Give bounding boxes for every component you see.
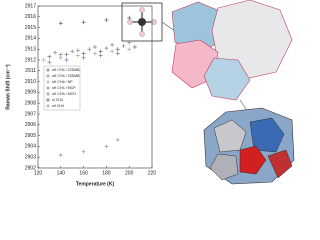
point [81, 55, 86, 60]
cage-blue [249, 117, 285, 153]
hydrogen-atom [139, 31, 145, 37]
point [64, 58, 69, 62]
y-tick-label: 2904 [25, 144, 36, 150]
legend-marker [46, 104, 50, 108]
x-tick-label: 140 [57, 170, 66, 176]
point [41, 58, 46, 62]
point [81, 20, 86, 25]
y-tick-label: 2905 [25, 133, 36, 139]
point [98, 49, 103, 54]
x-tick-label: 120 [34, 170, 43, 176]
point [47, 60, 52, 65]
structure-illustrations [121, 0, 295, 185]
y-tick-label: 2913 [25, 47, 36, 53]
legend: sH CH4 / 22DMB sH CH4 / 23DMB sH CH4 / NP s… [43, 65, 81, 111]
legend-label: sH CH4 / NP [52, 80, 73, 84]
point [58, 153, 63, 158]
cage-red [239, 145, 267, 175]
y-tick-label: 2903 [25, 155, 36, 161]
hydrogen-atom [139, 7, 145, 13]
legend-label: sH CH4 / 23DMB [52, 74, 80, 78]
point [98, 53, 103, 58]
point [127, 15, 132, 20]
point [64, 52, 69, 57]
point [115, 51, 120, 56]
point [104, 18, 109, 23]
point [115, 137, 120, 142]
point [104, 46, 109, 51]
point [115, 47, 120, 52]
y-tick-label: 2912 [25, 57, 36, 63]
y-tick-label: 2908 [25, 101, 36, 107]
hydrogen-atom [127, 19, 133, 25]
point [58, 52, 63, 57]
point [93, 45, 97, 50]
point [58, 21, 63, 26]
y-tick-label: 2906 [25, 122, 36, 128]
hydrogen-atom [151, 19, 157, 25]
legend-label: sH CH4 / MCP [52, 86, 76, 90]
point [127, 40, 132, 45]
point [110, 42, 115, 47]
legend-label: sH CH4 / MCH [52, 92, 76, 96]
legend-marker [46, 86, 50, 90]
legend-marker [46, 68, 50, 72]
plot-frame [37, 5, 153, 169]
point [75, 48, 80, 53]
x-tick-label: 180 [102, 170, 111, 176]
cage-blue [203, 57, 251, 101]
point [47, 54, 52, 59]
legend-label: sII CH4 [52, 104, 64, 108]
y-tick-label: 2910 [25, 79, 36, 85]
cage-grey [213, 119, 247, 153]
point [127, 47, 132, 52]
y-tick-label: 2915 [25, 25, 36, 31]
y-tick-label: 2909 [25, 90, 36, 96]
y-axis-label: Raman Shift (cm⁻¹) [5, 64, 11, 110]
cage-grey [209, 153, 239, 181]
x-axis-label: Temperature (K) [76, 181, 115, 187]
legend-label: sH CH4 / 22DMB [52, 68, 80, 72]
y-tick-label: 2911 [25, 68, 36, 74]
point [70, 49, 75, 54]
point [81, 51, 86, 56]
legend-label: sI CH4 [52, 98, 63, 102]
point [53, 50, 58, 55]
x-tick-label: 160 [79, 170, 88, 176]
y-tick-label: 2914 [25, 36, 36, 42]
y-tick-label: 2917 [25, 3, 36, 9]
point [81, 149, 86, 154]
legend-marker [46, 92, 50, 96]
point [110, 49, 115, 54]
y-tick-label: 2902 [25, 165, 36, 171]
x-tick-label: 200 [125, 170, 134, 176]
legend-marker [46, 80, 50, 84]
point [87, 47, 92, 52]
legend-marker [46, 98, 50, 102]
point [121, 43, 126, 48]
point [75, 53, 80, 58]
point [104, 144, 109, 149]
cage-red [267, 149, 293, 179]
y-tick-label: 2916 [25, 14, 36, 20]
x-tick-label: 220 [148, 170, 157, 176]
carbon-atom [138, 18, 146, 26]
figure: Temperature (K) Raman Shift (cm⁻¹) 2902 2… [5, 0, 295, 187]
legend-marker [46, 74, 50, 78]
y-tick-label: 2907 [25, 111, 36, 117]
point [132, 45, 137, 50]
point [93, 51, 97, 56]
